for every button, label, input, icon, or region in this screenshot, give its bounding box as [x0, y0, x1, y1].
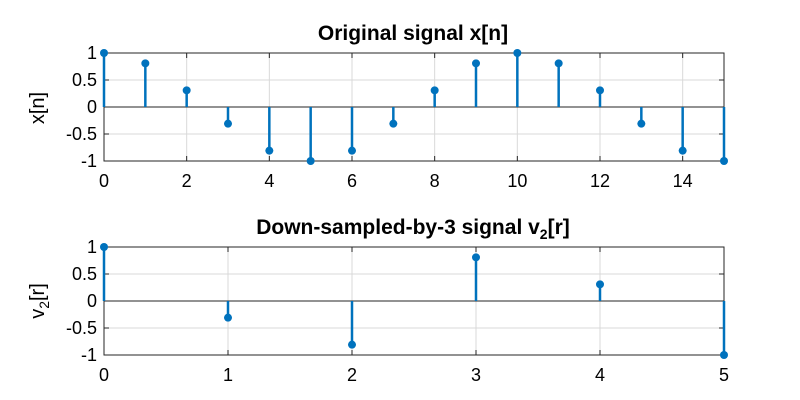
stem-marker — [430, 86, 439, 95]
y-tick-label: 0.5 — [72, 70, 97, 90]
stem-marker — [472, 59, 480, 68]
y-tick-label: 1 — [87, 43, 97, 63]
stem-marker — [554, 59, 563, 68]
x-tick-label: 2 — [347, 365, 357, 385]
stem-marker — [348, 146, 356, 155]
ylabel-suffix: [r] — [27, 283, 49, 301]
x-tick-label: 4 — [264, 171, 274, 191]
x-tick-label: 1 — [223, 365, 233, 385]
stem-marker — [472, 253, 480, 262]
stem-marker — [265, 146, 274, 155]
stem-marker — [182, 86, 191, 95]
y-tick-label: -0.5 — [66, 124, 97, 144]
stem-marker — [389, 119, 398, 128]
chart-title: Down-sampled-by-3 signal v2[r] — [256, 216, 570, 242]
y-tick-label: 0 — [87, 97, 97, 117]
x-tick-label: 6 — [347, 171, 357, 191]
stem-marker — [224, 313, 232, 322]
ylabel-subscript: 2 — [36, 301, 52, 309]
x-tick-label: 2 — [182, 171, 192, 191]
y-tick-label: -1 — [81, 345, 97, 365]
x-tick-label: 4 — [595, 365, 605, 385]
chart-title: Original signal x[n] — [318, 22, 508, 45]
ylabel-text: v — [27, 309, 49, 319]
stem-marker — [141, 59, 150, 68]
y-tick-label: 0 — [87, 291, 97, 311]
stem-marker — [306, 157, 315, 165]
stem-marker — [224, 119, 232, 128]
stem-marker — [100, 49, 108, 57]
y-axis-label: v2[r] — [27, 283, 52, 319]
plot-original-signal: Original signal x[n] x[n] 0 2 4 6 8 10 12 14 1 0.… — [27, 22, 728, 191]
x-tick-label: 5 — [719, 365, 729, 385]
y-tick-label: 0.5 — [72, 264, 97, 284]
stem-marker — [720, 157, 728, 165]
x-tick-label: 0 — [99, 365, 109, 385]
title-suffix: [r] — [548, 216, 570, 239]
stem-marker — [678, 146, 687, 155]
stem-marker — [596, 280, 604, 289]
title-subscript: 2 — [540, 226, 548, 242]
y-axis-label: x[n] — [27, 92, 49, 124]
stem-marker — [100, 243, 108, 251]
x-tick-label: 8 — [430, 171, 440, 191]
x-tick-label: 14 — [673, 171, 693, 191]
x-tick-label: 10 — [507, 171, 527, 191]
x-tick-label: 12 — [590, 171, 610, 191]
title-text: Down-sampled-by-3 signal v — [256, 216, 540, 239]
stem-marker — [348, 340, 356, 349]
stem-marker — [513, 49, 522, 57]
y-tick-label: 1 — [87, 237, 97, 257]
y-tick-label: -1 — [81, 151, 97, 171]
x-tick-label: 0 — [99, 171, 109, 191]
y-tick-label: -0.5 — [66, 318, 97, 338]
x-tick-label: 3 — [471, 365, 481, 385]
stem-marker — [720, 351, 728, 359]
stem-marker — [637, 119, 646, 128]
stem-marker — [596, 86, 604, 95]
